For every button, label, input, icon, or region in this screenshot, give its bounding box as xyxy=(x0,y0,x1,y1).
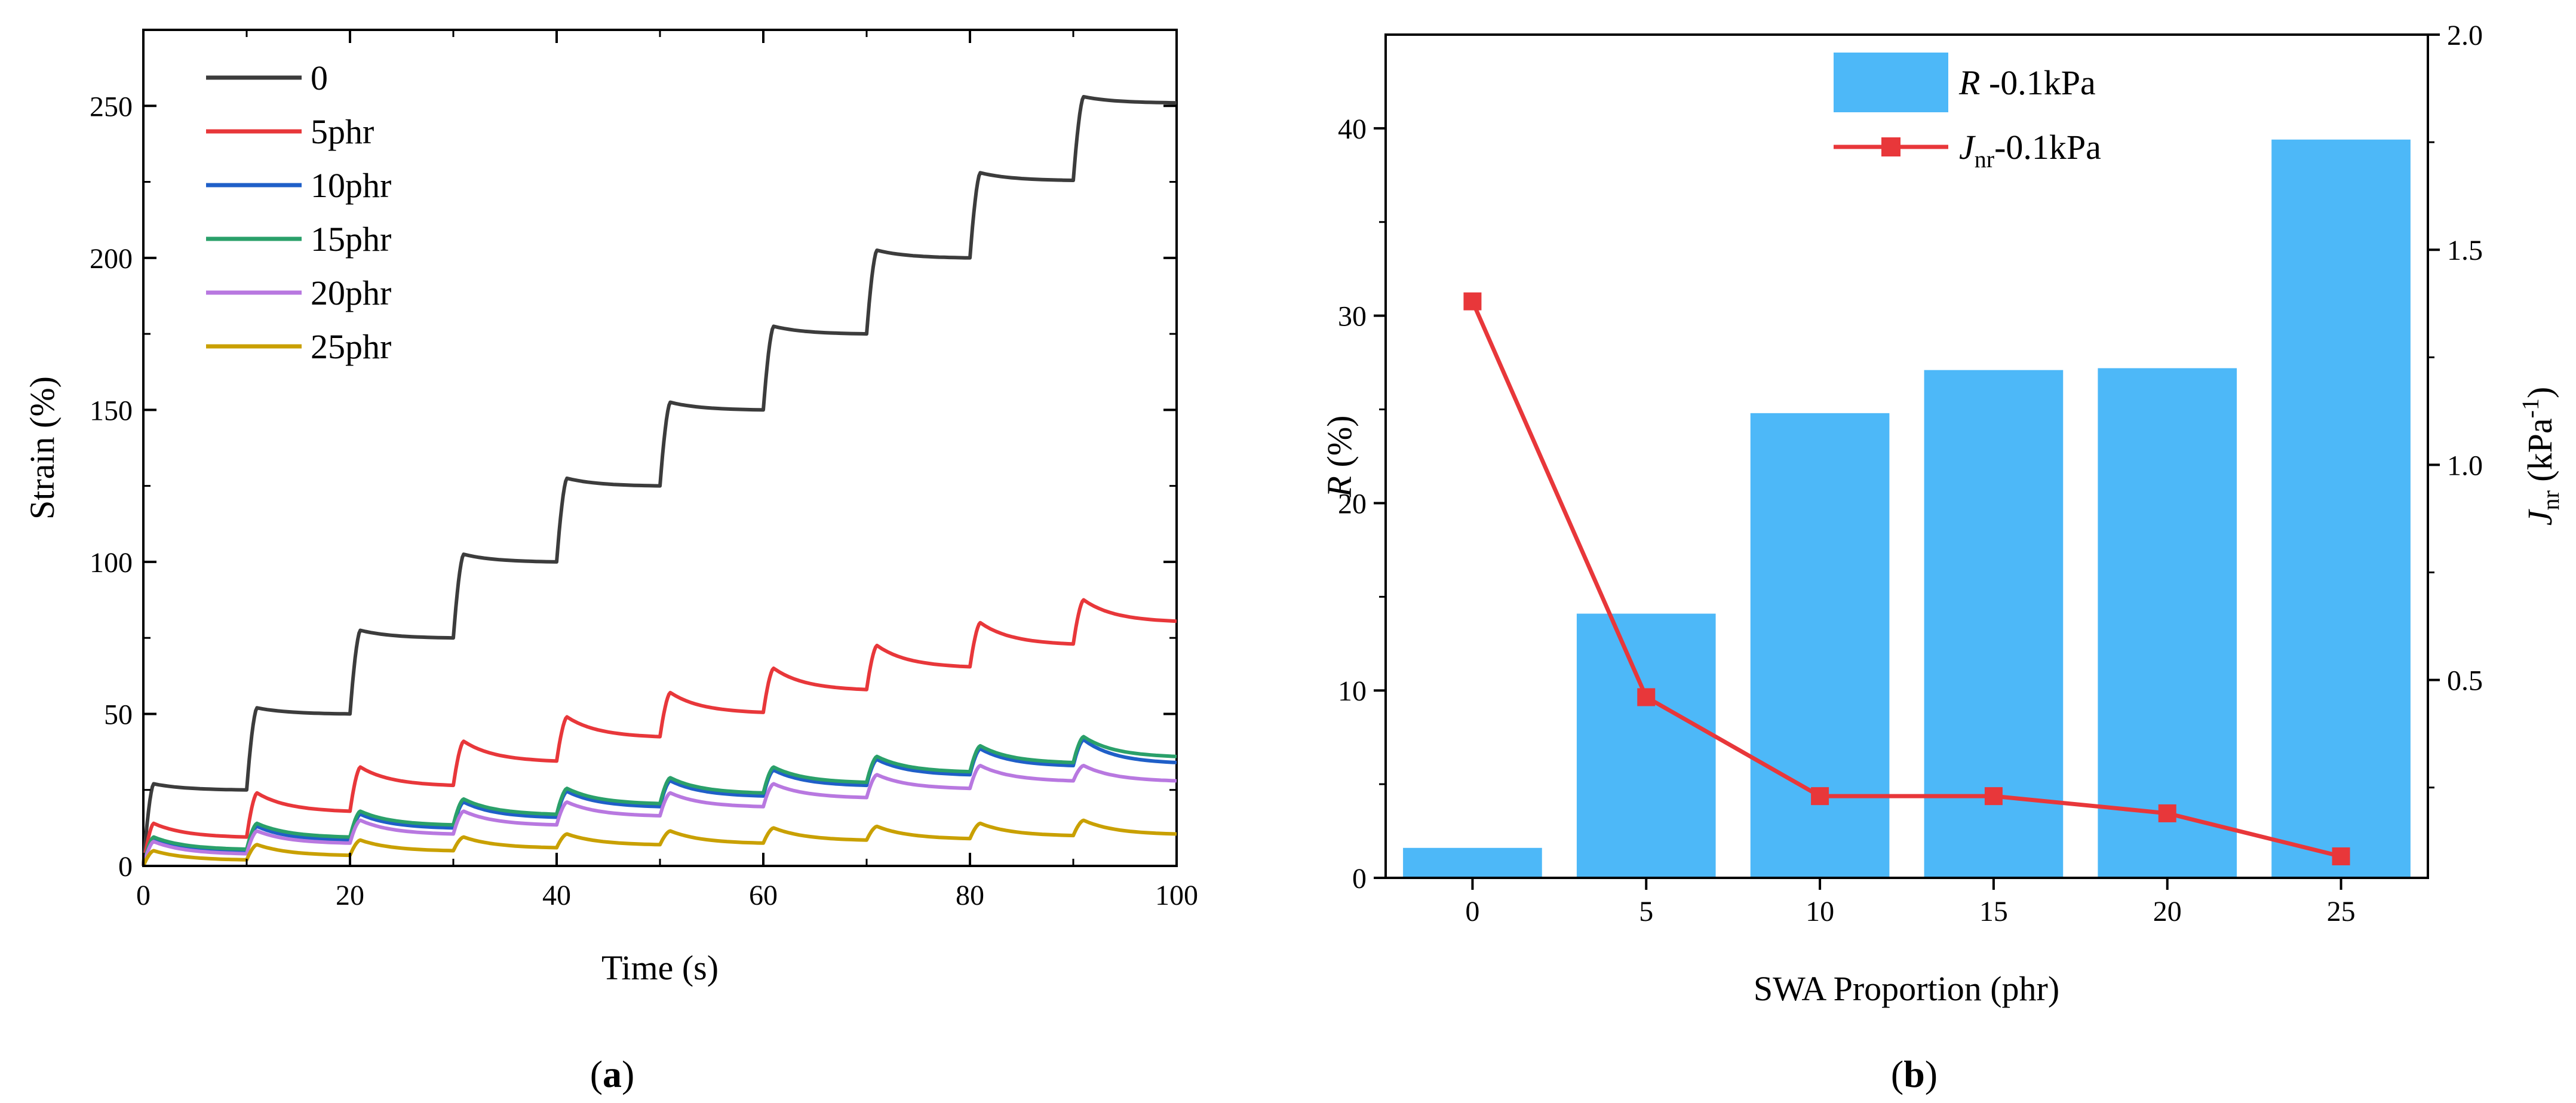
panel-b-y2label-sub: nr xyxy=(2537,490,2564,510)
x-tick-label-5: 5 xyxy=(1639,896,1653,927)
panel-b-ticks: 0 5 10 15 20 25 0 10 20 30 40 0.5 1.0 1.5 2.0 xyxy=(1338,20,2483,927)
x-tick-label-10: 10 xyxy=(1806,896,1834,927)
bar-25 xyxy=(2271,139,2411,878)
y2-tick-label-1.0: 1.0 xyxy=(2447,450,2483,481)
jnr-point-5 xyxy=(1637,688,1656,706)
panel-b-frame xyxy=(1384,33,2429,879)
series-line-25phr xyxy=(142,818,1177,867)
panel-b: 0 5 10 15 20 25 0 10 20 30 40 0.5 1.0 1.5 2.0 SWA Prop… xyxy=(1320,20,2564,1095)
x-tick-label-25: 25 xyxy=(2327,896,2356,927)
panel-a-caption-letter: a xyxy=(603,1053,622,1095)
legend-label-10phr: 10phr xyxy=(311,166,391,205)
legend-jnr-label: Jnr-0.1kPa xyxy=(1959,128,2101,173)
jnr-point-0 xyxy=(1463,292,1482,311)
y-tick-label-20: 20 xyxy=(1338,488,1367,520)
y-tick-label-10: 10 xyxy=(1338,675,1367,707)
jnr-point-10 xyxy=(1811,787,1829,806)
panel-b-bars xyxy=(1403,139,2411,878)
panel-b-ylabel-symbol: R xyxy=(1320,476,1359,497)
x-tick-label-40: 40 xyxy=(542,880,571,911)
panel-a-legend: 0 5phr 10phr 15phr 20phr 25phr xyxy=(206,59,391,366)
x-tick-label-15: 15 xyxy=(1979,896,2008,927)
series-line-10phr xyxy=(142,738,1177,867)
y2-tick-label-2.0: 2.0 xyxy=(2447,20,2483,51)
jnr-line-path xyxy=(1470,300,2342,859)
series-line-5phr xyxy=(142,598,1177,867)
legend-label-0: 0 xyxy=(311,59,328,97)
panel-b-caption: (b) xyxy=(1891,1053,1938,1095)
series-line-15phr xyxy=(142,735,1177,867)
legend-label-20phr: 20phr xyxy=(311,274,391,312)
x-tick-label-0: 0 xyxy=(136,880,151,911)
legend-r-label: R -0.1kPa xyxy=(1958,63,2096,102)
panel-b-legend: R -0.1kPa Jnr-0.1kPa xyxy=(1834,53,2101,173)
panel-b-y2label-close: ) xyxy=(2520,387,2559,398)
panel-b-y2label-sup: -1 xyxy=(2517,398,2544,418)
y-tick-label-0: 0 xyxy=(118,851,133,883)
y-tick-label-250: 250 xyxy=(90,91,133,122)
bar-0 xyxy=(1403,847,1542,878)
jnr-point-20 xyxy=(2158,804,2176,822)
series-line-20phr xyxy=(142,764,1177,867)
y-tick-label-50: 50 xyxy=(104,699,133,730)
bar-20 xyxy=(2098,368,2237,878)
bar-10 xyxy=(1750,413,1890,878)
panel-b-ylabel: R (%) xyxy=(1320,416,1359,498)
x-tick-label-0: 0 xyxy=(1465,896,1479,927)
y-tick-label-0: 0 xyxy=(1352,863,1367,895)
panel-b-caption-letter: b xyxy=(1903,1053,1925,1095)
y-tick-label-150: 150 xyxy=(90,395,133,426)
legend-label-5phr: 5phr xyxy=(311,112,374,151)
x-tick-label-60: 60 xyxy=(749,880,778,911)
panel-a-series xyxy=(142,95,1177,867)
jnr-point-25 xyxy=(2332,847,2350,865)
panel-a-xlabel: Time (s) xyxy=(601,948,719,987)
panel-a-ticks: 0 20 40 60 80 100 0 50 100 150 200 250 xyxy=(90,30,1198,911)
legend-label-25phr: 25phr xyxy=(311,327,391,366)
x-tick-label-100: 100 xyxy=(1155,880,1198,911)
legend-label-15phr: 15phr xyxy=(311,220,391,259)
panel-a-ylabel: Strain (%) xyxy=(23,376,62,520)
x-tick-label-20: 20 xyxy=(2153,896,2182,927)
x-tick-label-80: 80 xyxy=(956,880,984,911)
panel-a: 0 20 40 60 80 100 0 50 100 150 200 250 Time (s) Str… xyxy=(23,29,1198,1095)
panel-b-ylabel-unit: (%) xyxy=(1320,416,1359,476)
y-tick-label-40: 40 xyxy=(1338,113,1367,145)
panel-b-y2label-unit: (kPa xyxy=(2520,418,2559,490)
legend-jnr-marker xyxy=(1881,137,1900,156)
y-tick-label-200: 200 xyxy=(90,243,133,275)
panel-b-y2label: Jnr (kPa-1) xyxy=(2517,387,2564,526)
y2-tick-label-0.5: 0.5 xyxy=(2447,665,2483,697)
legend-r-swatch xyxy=(1834,53,1948,112)
y-tick-label-30: 30 xyxy=(1338,301,1367,333)
bar-5 xyxy=(1576,613,1716,878)
panel-b-jnr-line xyxy=(1463,292,2350,865)
series-line-0 xyxy=(142,95,1177,867)
panel-b-xlabel: SWA Proportion (phr) xyxy=(1754,969,2059,1008)
panel-a-caption: (a) xyxy=(590,1053,635,1095)
y2-tick-label-1.5: 1.5 xyxy=(2447,235,2483,266)
panel-b-y2label-symbol: J xyxy=(2520,508,2559,526)
jnr-point-15 xyxy=(1984,787,2003,806)
y-tick-label-100: 100 xyxy=(90,547,133,579)
x-tick-label-20: 20 xyxy=(336,880,364,911)
